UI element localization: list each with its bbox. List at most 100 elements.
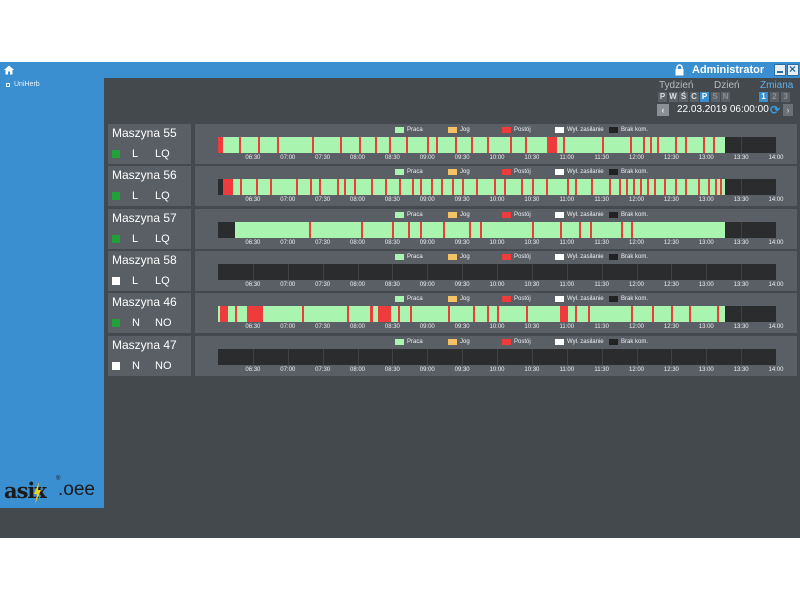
legend-label: Praca: [407, 296, 423, 302]
timeline-track[interactable]: [218, 137, 776, 153]
machine-name: Maszyna 55: [112, 126, 177, 140]
title-bar: Administrator: [0, 62, 800, 78]
stop-segment: [545, 179, 548, 195]
timeline-track[interactable]: [218, 306, 776, 322]
legend-swatch: [555, 169, 564, 175]
stop-segment: [378, 306, 391, 322]
time-tick-label: 07:30: [315, 197, 331, 203]
time-axis: 06:30 07:00 07:30 08:00 08:30 09:00 09:30 10:00…: [195, 367, 797, 375]
stop-segment: [589, 222, 592, 238]
time-tick-label: 11:30: [594, 155, 609, 161]
status-indicator: [112, 362, 120, 370]
legend: Praca Jog Postój Wył. zasilanie Brak kom.: [195, 296, 797, 305]
logo-registered: ®: [56, 476, 61, 482]
gridline: [497, 349, 498, 365]
legend-swatch: [448, 127, 457, 133]
gridline: [287, 349, 289, 365]
stop-segment: [630, 306, 633, 322]
stop-segment: [343, 179, 346, 195]
timeline-track[interactable]: [218, 264, 776, 280]
gridline: [322, 349, 324, 365]
day-button-6[interactable]: N: [721, 92, 730, 102]
stop-segment: [371, 179, 374, 195]
timeline-track[interactable]: [218, 222, 776, 238]
timeline-panel: Praca Jog Postój Wył. zasilanie Brak kom. 06:…: [195, 336, 797, 376]
status-indicator: [112, 192, 120, 200]
app-window: Administrator UniHerb asix ® .oee ‹ 22.0…: [0, 62, 800, 538]
time-tick-label: 08:30: [384, 155, 400, 161]
timeline-track[interactable]: [218, 349, 776, 365]
stop-segment: [509, 137, 513, 153]
stop-segment: [420, 179, 423, 195]
stop-segment: [222, 179, 234, 195]
machine-name: Maszyna 56: [112, 168, 177, 182]
stop-segment: [296, 179, 299, 195]
period-tab-1[interactable]: Dzień: [714, 80, 740, 91]
status-indicator: [112, 150, 120, 158]
lock-icon: [675, 64, 684, 76]
period-tab-0[interactable]: Tydzień: [659, 80, 694, 91]
gridline: [671, 349, 673, 365]
legend-label: Jog: [460, 169, 470, 175]
machine-card[interactable]: Maszyna 47 N NO: [108, 336, 191, 376]
period-tab-2[interactable]: Zmiana: [760, 80, 794, 91]
legend-swatch: [609, 169, 618, 175]
day-button-4[interactable]: P: [700, 92, 709, 102]
close-button[interactable]: [787, 62, 799, 76]
machine-card[interactable]: Maszyna 55 L LQ: [108, 124, 191, 164]
timeline-panel: Praca Jog Postój Wył. zasilanie Brak kom. 06:…: [195, 251, 797, 291]
legend-item: Praca: [395, 169, 423, 175]
time-tick-label: 14:00: [768, 324, 784, 330]
chevron-right-icon[interactable]: ›: [783, 104, 793, 116]
day-button-0[interactable]: P: [658, 92, 667, 102]
refresh-icon[interactable]: ⟳: [769, 103, 781, 117]
time-tick-label: 13:00: [698, 367, 714, 373]
day-button-5[interactable]: S: [710, 92, 720, 102]
machine-card[interactable]: Maszyna 58 L LQ: [108, 251, 191, 291]
stop-segment: [685, 137, 688, 153]
day-button-1[interactable]: W: [668, 92, 678, 102]
stop-segment: [392, 222, 395, 238]
stop-segment: [503, 179, 506, 195]
time-tick-label: 07:00: [280, 197, 296, 203]
stop-segment: [472, 306, 475, 322]
time-tick-label: 14:00: [768, 282, 784, 288]
stop-segment: [430, 179, 433, 195]
legend-label: Jog: [460, 212, 470, 218]
legend-swatch: [448, 169, 457, 175]
legend: Praca Jog Postój Wył. zasilanie Brak kom.: [195, 127, 797, 136]
shift-button-0[interactable]: 1: [759, 92, 768, 102]
legend-item: Brak kom.: [609, 212, 648, 218]
gridline: [741, 137, 743, 153]
home-icon[interactable]: [3, 64, 15, 76]
stop-segment: [486, 306, 489, 322]
time-tick-label: 09:00: [419, 367, 435, 373]
stop-segment: [685, 179, 688, 195]
tree-item-uniherb[interactable]: UniHerb: [6, 81, 40, 88]
stop-segment: [448, 306, 451, 322]
machine-card[interactable]: Maszyna 57 L LQ: [108, 209, 191, 249]
time-tick-label: 14:00: [768, 240, 784, 246]
time-tick-label: 09:00: [419, 324, 435, 330]
time-axis: 06:30 07:00 07:30 08:00 08:30 09:00 09:30 10:00…: [195, 324, 797, 332]
day-button-2[interactable]: Ś: [679, 92, 688, 102]
day-button-3[interactable]: C: [689, 92, 699, 102]
timeline-track[interactable]: [218, 179, 776, 195]
legend-swatch: [555, 212, 564, 218]
gridline: [566, 264, 568, 280]
shift-button-2[interactable]: 3: [781, 92, 790, 102]
time-tick-label: 13:00: [698, 324, 714, 330]
stop-segment: [674, 137, 677, 153]
minimize-button[interactable]: [774, 64, 786, 76]
time-tick-label: 14:00: [768, 155, 784, 161]
shift-button-1[interactable]: 2: [770, 92, 779, 102]
chevron-left-icon[interactable]: ‹: [657, 104, 669, 116]
machine-card[interactable]: Maszyna 56 L LQ: [108, 166, 191, 206]
machine-name: Maszyna 46: [112, 295, 177, 309]
stop-segment: [388, 137, 391, 153]
stop-segment: [407, 222, 410, 238]
stop-segment: [575, 179, 578, 195]
legend-label: Praca: [407, 339, 423, 345]
stop-segment: [270, 179, 273, 195]
machine-card[interactable]: Maszyna 46 N NO: [108, 293, 191, 333]
